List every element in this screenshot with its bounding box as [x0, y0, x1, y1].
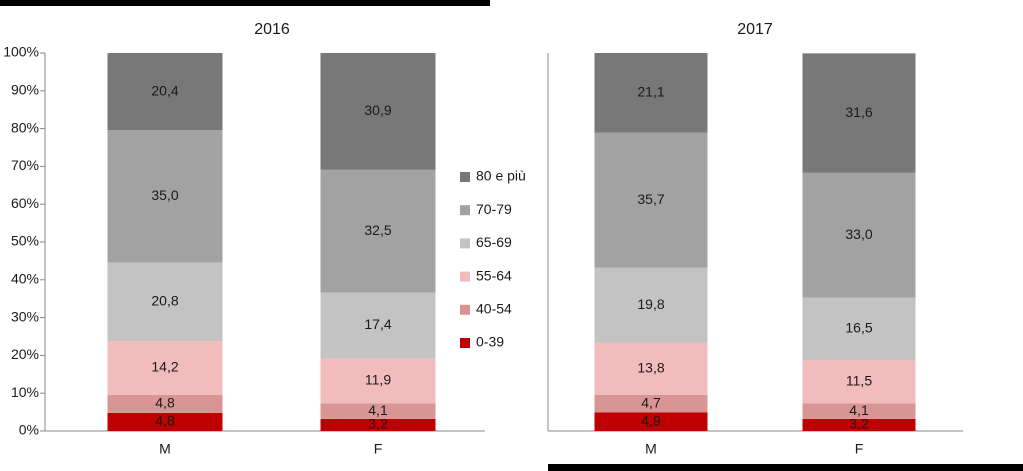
bar-segment — [107, 412, 223, 431]
data-label: 14,2 — [151, 359, 178, 375]
data-label: 31,6 — [845, 104, 872, 120]
data-label: 13,8 — [637, 359, 664, 375]
data-label: 32,5 — [364, 222, 391, 238]
y-tick-label: 10% — [11, 384, 39, 400]
bar-segment — [594, 267, 708, 343]
bar-segment — [802, 418, 916, 431]
x-tick-label: M — [159, 441, 171, 457]
data-label: 4,8 — [155, 413, 175, 429]
y-tick-label: 80% — [11, 119, 39, 135]
legend-label: 0-39 — [476, 334, 504, 350]
y-tick-label: 0% — [19, 422, 39, 438]
bar-segment — [320, 292, 436, 359]
data-label: 33,0 — [845, 226, 872, 242]
bar-segment — [107, 53, 223, 131]
bar-segment — [594, 132, 708, 268]
data-label: 30,9 — [364, 102, 391, 118]
data-label: 4,7 — [641, 394, 661, 410]
data-label: 20,8 — [151, 292, 178, 308]
bar-segment — [802, 403, 916, 419]
data-label: 4,9 — [641, 412, 661, 428]
y-tick-label: 30% — [11, 308, 39, 324]
data-label: 4,1 — [368, 402, 388, 418]
data-label: 11,5 — [846, 372, 872, 388]
data-label: 3,2 — [368, 416, 388, 432]
bar-segment — [594, 53, 708, 133]
y-tick-label: 90% — [11, 82, 39, 98]
data-label: 35,0 — [151, 187, 178, 203]
bar-segment — [802, 53, 916, 173]
data-label: 20,4 — [151, 82, 178, 98]
data-label: 4,1 — [849, 402, 869, 418]
x-tick-label: F — [374, 441, 383, 457]
legend-label: 65-69 — [476, 234, 512, 250]
bar-segment — [802, 172, 916, 298]
bar-segment — [107, 130, 223, 263]
data-label: 3,2 — [849, 416, 869, 432]
y-tick-label: 70% — [11, 157, 39, 173]
legend-swatch — [460, 205, 470, 216]
bar-segment — [802, 359, 916, 404]
bar-segment — [320, 53, 436, 170]
data-label: 19,8 — [637, 296, 664, 312]
bar-segment — [107, 341, 223, 395]
data-label: 21,1 — [637, 84, 664, 100]
y-tick-label: 100% — [3, 44, 39, 60]
legend-label: 80 e più — [476, 168, 526, 184]
bar-segment — [320, 418, 436, 431]
legend-swatch — [460, 338, 470, 348]
legend-swatch — [460, 304, 470, 315]
bar-segment — [320, 403, 436, 419]
y-tick-label: 50% — [11, 233, 39, 249]
data-label: 11,9 — [365, 372, 391, 388]
legend-label: 40-54 — [476, 301, 512, 317]
data-label: 16,5 — [845, 319, 872, 335]
bar-segment — [594, 394, 708, 413]
bar-segment — [802, 297, 916, 360]
legend-swatch — [460, 172, 470, 182]
legend-label: 55-64 — [476, 267, 512, 283]
bar-segment — [320, 358, 436, 404]
legend-swatch — [460, 238, 470, 249]
y-tick-label: 40% — [11, 271, 39, 287]
bar-segment — [594, 342, 708, 395]
legend-label: 70-79 — [476, 201, 512, 217]
legend-swatch — [460, 271, 470, 282]
y-tick-label: 60% — [11, 195, 39, 211]
data-label: 35,7 — [637, 191, 664, 207]
chart-title: 2016 — [254, 21, 290, 38]
bar-segment — [107, 262, 223, 342]
x-tick-label: F — [855, 441, 864, 457]
data-label: 17,4 — [364, 316, 391, 332]
decor-bar — [0, 0, 490, 6]
chart-title: 2017 — [737, 21, 773, 38]
bar-segment — [594, 412, 708, 431]
y-tick-label: 20% — [11, 346, 39, 362]
bar-segment — [320, 169, 436, 293]
x-tick-label: M — [645, 441, 657, 457]
bar-segment — [107, 394, 223, 413]
data-label: 4,8 — [155, 394, 175, 410]
decor-bar — [548, 464, 1023, 471]
